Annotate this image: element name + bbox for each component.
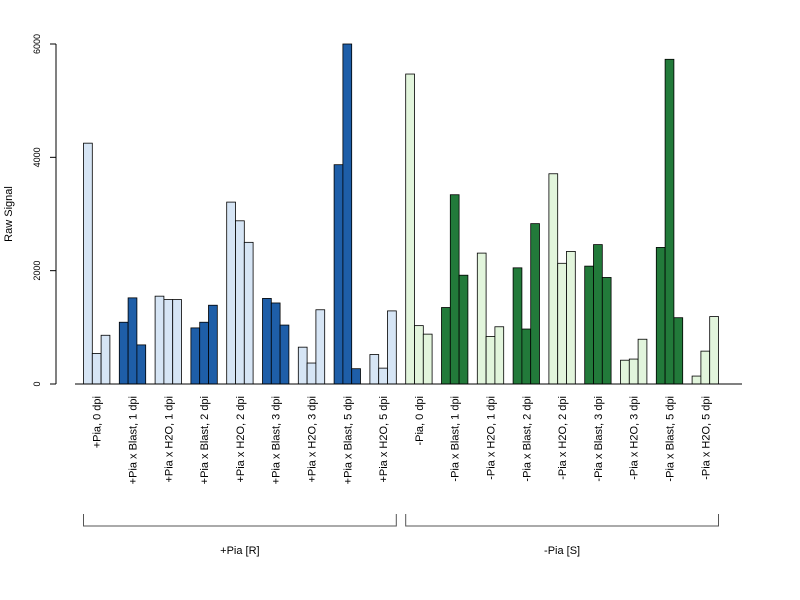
- bar: [279, 324, 290, 385]
- x-tick-label: +Pia x Blast, 3 dpi: [271, 396, 283, 484]
- group-bracket: [405, 514, 719, 527]
- bar: [163, 299, 174, 385]
- y-tick-label: 6000: [32, 34, 42, 54]
- bar: [494, 326, 505, 385]
- bar: [83, 142, 93, 385]
- bar: [414, 325, 424, 385]
- x-tick-label: -Pia x Blast, 3 dpi: [593, 396, 605, 482]
- bar: [458, 274, 469, 385]
- bar: [100, 334, 111, 385]
- bars-layer: [83, 43, 719, 385]
- x-tick-label: -Pia x Blast, 1 dpi: [450, 396, 462, 482]
- bar: [512, 267, 523, 385]
- bar: [235, 220, 245, 385]
- bar: [405, 73, 415, 385]
- bar: [378, 367, 388, 385]
- group-label: -Pia [S]: [544, 545, 580, 557]
- bar: [521, 328, 532, 385]
- bar: [154, 295, 165, 385]
- bar: [127, 297, 138, 385]
- bar: [530, 223, 540, 385]
- bar: [315, 309, 326, 385]
- bar: [297, 346, 308, 385]
- bar: [620, 359, 630, 385]
- x-tick-label: +Pia, 0 dpi: [92, 396, 104, 448]
- x-tick-label: +Pia x H2O, 3 dpi: [307, 396, 319, 483]
- bar: [584, 265, 594, 385]
- x-tick-label: -Pia x Blast, 2 dpi: [521, 396, 533, 482]
- x-tick-label: -Pia x H2O, 1 dpi: [486, 396, 498, 480]
- x-tick-labels: +Pia, 0 dpi +Pia x Blast, 1 dpi +Pia x H2O…: [92, 396, 713, 484]
- bar: [601, 277, 612, 385]
- bar: [557, 262, 567, 385]
- x-tick-label: -Pia x H2O, 2 dpi: [557, 396, 569, 480]
- x-tick-label: -Pia x H2O, 3 dpi: [629, 396, 641, 480]
- bar: [673, 317, 684, 385]
- bar: [208, 304, 218, 385]
- bar: [136, 344, 147, 385]
- bar: [369, 354, 380, 385]
- y-axis: 0 2000 4000 6000: [32, 34, 57, 387]
- bar: [449, 194, 460, 385]
- bar: [351, 368, 361, 385]
- y-tick-label: 0: [32, 381, 42, 386]
- bar: [91, 352, 102, 385]
- bar: [691, 375, 702, 385]
- group-brackets: +Pia [R] -Pia [S]: [83, 514, 719, 557]
- bar: [655, 247, 666, 385]
- x-tick-label: +Pia x H2O, 2 dpi: [235, 396, 247, 483]
- x-tick-label: +Pia x H2O, 1 dpi: [163, 396, 175, 483]
- x-tick-label: -Pia x H2O, 5 dpi: [700, 396, 712, 480]
- x-tick-label: +Pia x Blast, 1 dpi: [128, 396, 140, 484]
- bar: [548, 173, 559, 385]
- bar: [262, 298, 272, 385]
- bar: [243, 241, 254, 385]
- bar: [700, 350, 711, 385]
- bar: [485, 335, 496, 385]
- bar: [342, 43, 353, 385]
- bar: [333, 164, 344, 385]
- bar: [664, 58, 675, 385]
- bar: [422, 333, 433, 385]
- y-tick-label: 2000: [32, 261, 42, 281]
- x-tick-label: +Pia x Blast, 5 dpi: [342, 396, 354, 484]
- group-bracket: [83, 514, 397, 527]
- bar: [476, 252, 487, 385]
- y-axis-label: Raw Signal: [3, 186, 15, 242]
- bar: [628, 358, 639, 385]
- bar: [593, 244, 603, 385]
- bar: [118, 321, 129, 385]
- bar: [190, 327, 201, 385]
- bar: [306, 362, 317, 385]
- bar: [637, 338, 648, 385]
- bar: [270, 302, 281, 385]
- bar: [566, 250, 576, 385]
- bar: [226, 201, 236, 385]
- x-tick-label: -Pia, 0 dpi: [414, 396, 426, 446]
- y-tick-label: 4000: [32, 147, 42, 167]
- x-tick-label: +Pia x H2O, 5 dpi: [378, 396, 390, 483]
- bar: [199, 321, 209, 385]
- group-label: +Pia [R]: [220, 545, 259, 557]
- x-tick-label: -Pia x Blast, 5 dpi: [665, 396, 677, 482]
- bar: [709, 316, 719, 385]
- bar: [441, 307, 451, 385]
- bar: [387, 310, 397, 385]
- x-tick-label: +Pia x Blast, 2 dpi: [199, 396, 211, 484]
- bar: [172, 299, 182, 385]
